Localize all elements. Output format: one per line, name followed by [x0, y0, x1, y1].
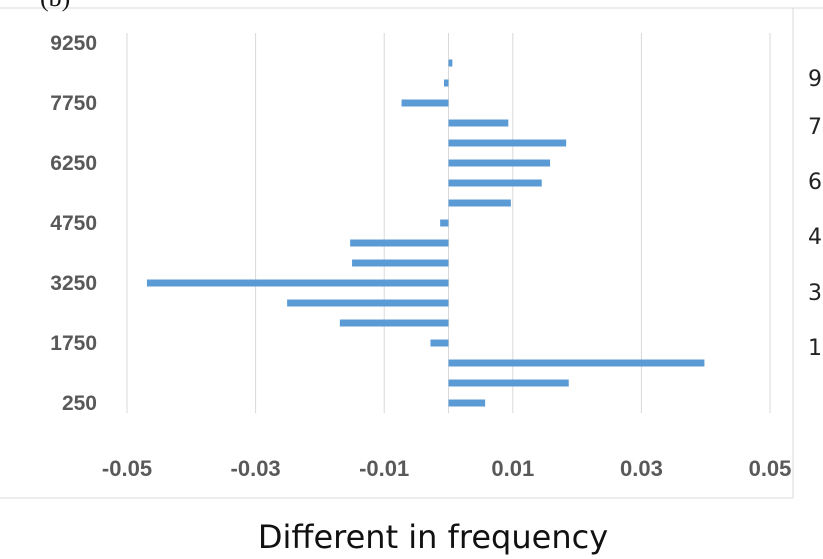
y-tick-label: 9250	[50, 32, 97, 55]
bar-2250	[339, 319, 449, 327]
panel-label: (b)	[40, 0, 70, 12]
bar-5750	[448, 179, 542, 187]
neighbor-panel-clipped-labels: 9 7 6 4 3 1	[808, 67, 822, 361]
y-tick-label: 7750	[50, 92, 97, 115]
x-tick-label: 0.05	[749, 456, 792, 481]
clipped-tick-label: 7	[808, 115, 822, 140]
x-tick-label: 0.03	[620, 456, 663, 481]
x-tick-label: -0.03	[231, 456, 281, 481]
bar-750	[448, 379, 569, 387]
bar-2750	[287, 299, 449, 307]
x-axis-ticks: -0.05 -0.03 -0.01 0.01 0.03 0.05	[102, 456, 791, 481]
y-axis-ticks: 9250 7750 6250 4750 3250 1750 250	[50, 32, 97, 415]
clipped-tick-label: 9	[808, 67, 822, 92]
x-tick-label: -0.05	[102, 456, 152, 481]
bar-3750	[352, 259, 449, 267]
y-tick-label: 250	[62, 392, 97, 415]
clipped-tick-label: 6	[808, 170, 822, 195]
bar-1750	[430, 339, 449, 347]
bar-7250	[448, 119, 509, 127]
y-tick-label: 3250	[50, 272, 97, 295]
bar-3250	[146, 279, 449, 287]
bars	[146, 59, 705, 407]
bar-8750	[448, 59, 453, 67]
y-tick-label: 4750	[50, 212, 97, 235]
bar-250	[448, 399, 486, 407]
bar-6750	[448, 139, 567, 147]
gridlines	[126, 33, 771, 413]
bar-5250	[448, 199, 511, 207]
x-axis-title: Different in frequency	[258, 518, 608, 556]
bar-4750	[440, 219, 449, 227]
bar-4250	[350, 239, 449, 247]
clipped-tick-label: 3	[808, 281, 822, 306]
clipped-tick-label: 1	[808, 336, 822, 361]
y-tick-label: 1750	[50, 332, 97, 355]
x-tick-label: 0.01	[491, 456, 534, 481]
bar-7750	[401, 99, 449, 107]
bar-1250	[448, 359, 705, 367]
x-tick-label: -0.01	[359, 456, 409, 481]
bar-6250	[448, 159, 551, 167]
bar-8250	[443, 79, 449, 87]
y-tick-label: 6250	[50, 152, 97, 175]
clipped-tick-label: 4	[808, 225, 822, 250]
